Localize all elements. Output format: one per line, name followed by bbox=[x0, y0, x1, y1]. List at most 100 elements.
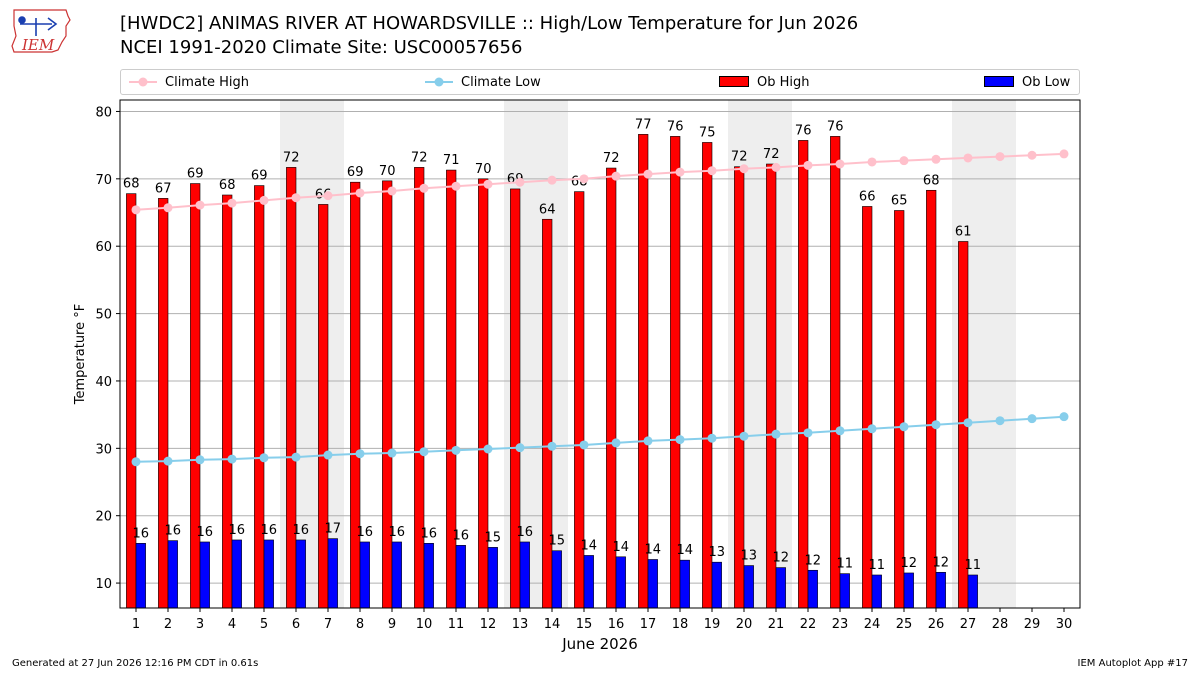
climate-high-point bbox=[131, 205, 141, 215]
ob-high-bar bbox=[286, 167, 297, 609]
x-tick-label: 1 bbox=[132, 617, 140, 632]
ob-low-bar bbox=[839, 573, 850, 609]
chart-legend: Climate High Climate Low Ob High Ob Low bbox=[120, 69, 1080, 95]
legend-label-climate-low: Climate Low bbox=[461, 74, 541, 90]
weekend-shade bbox=[504, 100, 536, 608]
climate-low-point bbox=[483, 444, 493, 454]
legend-label-ob-low: Ob Low bbox=[1022, 74, 1071, 90]
ob-low-bar bbox=[295, 539, 306, 609]
ob-low-bar bbox=[487, 547, 498, 609]
climate-low-point bbox=[899, 422, 909, 432]
climate-high-point bbox=[963, 153, 973, 163]
climate-low-point bbox=[643, 436, 653, 446]
ob-low-bar bbox=[743, 565, 754, 609]
ob-low-label: 14 bbox=[581, 538, 598, 553]
x-tick-label: 5 bbox=[260, 617, 268, 632]
weekend-shade bbox=[760, 100, 792, 608]
y-tick-label: 50 bbox=[95, 308, 112, 323]
ob-high-bar bbox=[222, 194, 233, 609]
climate-low-point bbox=[1059, 412, 1069, 422]
ob-low-bar bbox=[391, 541, 402, 609]
climate-low-point bbox=[771, 429, 781, 439]
climate-high-point bbox=[899, 156, 909, 166]
chart-subtitle: NCEI 1991-2020 Climate Site: USC00057656 bbox=[120, 37, 523, 58]
climate-high-point bbox=[739, 164, 749, 174]
ob-low-label: 14 bbox=[677, 543, 694, 558]
ob-high-swatch-icon bbox=[719, 76, 749, 87]
climate-low-point bbox=[547, 441, 557, 451]
x-tick-label: 16 bbox=[608, 617, 625, 632]
ob-low-bar bbox=[455, 545, 466, 609]
climate-low-point bbox=[259, 453, 269, 463]
climate-high-point bbox=[611, 171, 621, 181]
climate-high-point bbox=[579, 174, 589, 184]
y-tick-label: 20 bbox=[95, 510, 112, 525]
ob-high-bar bbox=[830, 136, 841, 609]
climate-low-point bbox=[803, 428, 813, 438]
x-tick-label: 7 bbox=[324, 617, 332, 632]
ob-low-label: 16 bbox=[261, 523, 278, 538]
ob-low-bar bbox=[167, 540, 178, 609]
legend-item-ob-low: Ob Low bbox=[984, 73, 1070, 91]
climate-low-point bbox=[579, 440, 589, 450]
y-axis-label: Temperature °F bbox=[73, 304, 88, 405]
climate-high-point bbox=[355, 188, 365, 198]
x-tick-label: 25 bbox=[896, 617, 913, 632]
climate-low-point bbox=[675, 435, 685, 445]
x-tick-label: 23 bbox=[832, 617, 849, 632]
climate-low-point bbox=[931, 420, 941, 430]
chart-title: [HWDC2] ANIMAS RIVER AT HOWARDSVILLE :: … bbox=[120, 13, 859, 34]
ob-high-bar bbox=[702, 142, 713, 609]
ob-high-label: 68 bbox=[571, 175, 588, 190]
ob-low-bar bbox=[775, 567, 786, 609]
ob-low-label: 12 bbox=[933, 555, 950, 570]
ob-low-bar bbox=[135, 543, 146, 609]
ob-high-bar bbox=[478, 178, 489, 609]
ob-high-label: 75 bbox=[699, 125, 716, 140]
x-tick-label: 6 bbox=[292, 617, 300, 632]
ob-high-label: 67 bbox=[155, 181, 172, 196]
ob-high-bar bbox=[862, 206, 873, 609]
climate-low-point bbox=[835, 426, 845, 436]
climate-high-point bbox=[835, 159, 845, 169]
weekend-shade bbox=[952, 100, 984, 608]
weekend-shade bbox=[280, 100, 312, 608]
ob-high-label: 76 bbox=[795, 123, 812, 138]
ob-high-bar bbox=[638, 134, 649, 609]
ob-high-bar bbox=[734, 166, 745, 609]
climate-high-point bbox=[547, 175, 557, 185]
climate-low-point bbox=[291, 452, 301, 462]
x-tick-label: 27 bbox=[960, 617, 977, 632]
y-tick-label: 30 bbox=[95, 442, 112, 457]
y-tick-label: 10 bbox=[95, 577, 112, 592]
ob-low-bar bbox=[647, 559, 658, 609]
ob-high-label: 72 bbox=[411, 150, 428, 165]
ob-high-bar bbox=[574, 191, 585, 609]
logo-text: IEM bbox=[21, 36, 55, 54]
climate-high-point bbox=[867, 157, 877, 167]
ob-high-bar bbox=[318, 204, 329, 609]
climate-low-point bbox=[963, 418, 973, 428]
climate-high-point bbox=[675, 167, 685, 177]
x-tick-label: 18 bbox=[672, 617, 689, 632]
ob-low-bar bbox=[423, 543, 434, 609]
x-tick-label: 8 bbox=[356, 617, 364, 632]
ob-high-bar bbox=[510, 188, 521, 609]
ob-low-label: 11 bbox=[869, 558, 886, 573]
ob-high-bar bbox=[446, 169, 457, 609]
climate-high-point bbox=[451, 181, 461, 191]
x-tick-label: 13 bbox=[512, 617, 529, 632]
generated-timestamp: Generated at 27 Jun 2026 12:16 PM CDT in… bbox=[12, 658, 259, 669]
ob-high-label: 68 bbox=[923, 173, 940, 188]
climate-high-line-icon bbox=[129, 77, 157, 87]
ob-low-label: 16 bbox=[389, 525, 406, 540]
ob-high-label: 72 bbox=[731, 150, 748, 165]
climate-high-point bbox=[771, 162, 781, 172]
x-tick-label: 2 bbox=[164, 617, 172, 632]
x-tick-label: 30 bbox=[1056, 617, 1073, 632]
legend-item-ob-high: Ob High bbox=[719, 73, 810, 91]
ob-high-label: 69 bbox=[187, 167, 204, 182]
x-tick-label: 11 bbox=[448, 617, 465, 632]
climate-low-line-icon bbox=[425, 77, 453, 87]
